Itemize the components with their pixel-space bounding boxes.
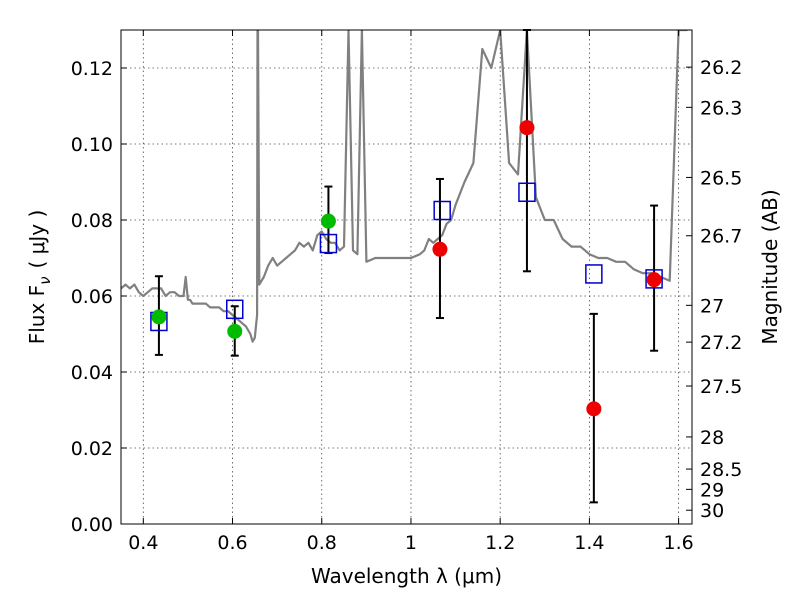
y-tick-label: 0.06 <box>71 286 113 308</box>
y-tick-label: 0.00 <box>71 514 113 536</box>
observed-point-marker <box>320 213 336 229</box>
mag-tick-label: 27 <box>700 295 724 317</box>
mag-tick-label: 30 <box>700 500 724 522</box>
y-tick-label: 0.04 <box>71 362 113 384</box>
y-tick-label: 0.02 <box>71 438 113 460</box>
mag-tick-label: 28.5 <box>700 459 742 481</box>
mag-tick-label: 29 <box>700 479 724 501</box>
tick-layer: 0.4 0.6 0.8 1 1.2 1.4 1.6 0.00 0.02 0.04 0.06 0.08 0… <box>71 30 742 554</box>
mag-tick-label: 26.5 <box>700 167 742 189</box>
x-tick-label: 0.4 <box>128 532 158 554</box>
observed-point-marker <box>151 309 167 325</box>
observed-point-marker <box>646 272 662 288</box>
x-tick-label: 0.8 <box>307 532 337 554</box>
x-axis-label: Wavelength λ (μm) <box>311 564 502 588</box>
mag-tick-label: 26.2 <box>700 57 742 79</box>
svg-text:Flux Fν( μJy ): Flux Fν ( μJy ) <box>25 210 54 345</box>
y-axis-label: Flux Fν ( μJy ) <box>25 210 54 345</box>
model-square-marker <box>518 182 536 203</box>
mag-tick-label: 27.5 <box>700 376 742 398</box>
y-axis-label-unit: ( μJy ) <box>25 210 49 269</box>
errorbar-layer <box>154 29 659 504</box>
observed-point-marker <box>227 323 243 339</box>
y-tick-label: 0.08 <box>71 210 113 232</box>
spectrum-layer <box>121 30 688 343</box>
model-square-marker <box>585 264 603 284</box>
x-tick-label: 1 <box>405 532 417 554</box>
observed-point-marker <box>432 241 448 257</box>
model-square-marker <box>226 299 244 320</box>
y-axis-label-main: Flux F <box>25 285 49 344</box>
mag-tick-label: 28 <box>700 427 724 449</box>
model-square-marker <box>433 200 451 221</box>
observed-point-marker <box>586 401 602 417</box>
mag-tick-label: 26.3 <box>700 97 742 119</box>
y2-axis-label: Magnitude (AB) <box>758 189 782 344</box>
x-tick-label: 1.6 <box>664 532 694 554</box>
model-square-marker <box>319 233 338 254</box>
grid <box>121 30 692 525</box>
mag-tick-label: 27.2 <box>700 332 742 354</box>
observed-point-marker <box>519 120 535 136</box>
y-tick-label: 0.10 <box>71 134 113 156</box>
x-tick-label: 1.2 <box>485 532 515 554</box>
marker-layer <box>150 120 663 417</box>
mag-tick-label: 26.7 <box>700 226 742 248</box>
spectrum-line <box>121 30 688 343</box>
model-square-marker <box>645 269 663 289</box>
plot-frame <box>120 29 693 525</box>
x-tick-label: 0.6 <box>217 532 247 554</box>
y-axis-label-subscript: ν <box>36 276 54 284</box>
y-tick-label: 0.12 <box>71 58 113 80</box>
x-tick-label: 1.4 <box>574 532 604 554</box>
